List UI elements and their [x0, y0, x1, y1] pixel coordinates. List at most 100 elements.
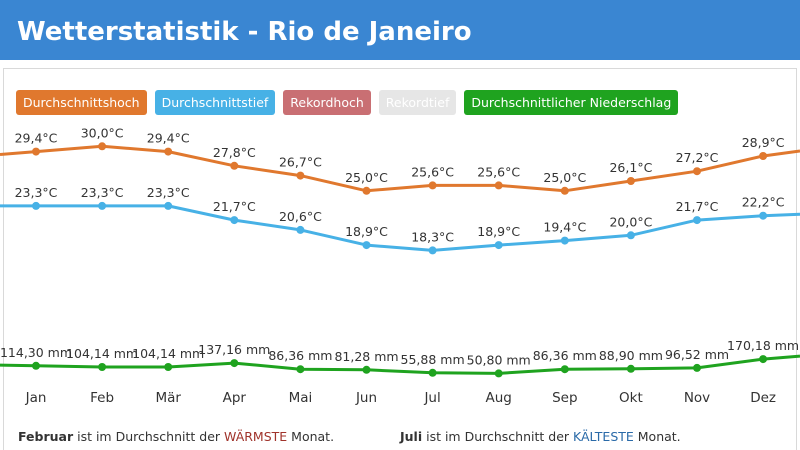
- point-durchschnittstief-Dez: [759, 211, 768, 220]
- point-niederschlag-Mai: [296, 365, 305, 374]
- x-tick-label: Okt: [619, 390, 643, 406]
- data-label-durchschnittstief: 23,3°C: [147, 185, 190, 200]
- point-durchschnittshoch-Jul: [428, 181, 437, 190]
- x-tick-label: Mai: [289, 390, 313, 406]
- legend-item-durchschnittshoch[interactable]: Durchschnittshoch: [16, 90, 147, 115]
- legend-item-rekordhoch[interactable]: Rekordhoch: [283, 90, 371, 115]
- data-label-niederschlag: 86,36 mm: [268, 348, 332, 363]
- series-line-niederschlag: [0, 354, 800, 375]
- warmest-month-name: Februar: [18, 429, 74, 444]
- data-label-durchschnittshoch: 25,0°C: [543, 170, 586, 185]
- data-label-niederschlag: 96,52 mm: [665, 347, 729, 362]
- point-niederschlag-Nov: [693, 363, 701, 372]
- data-label-niederschlag: 170,18 mm: [727, 338, 799, 353]
- point-niederschlag-Jul: [428, 368, 437, 377]
- x-tick-label: Jul: [423, 390, 440, 406]
- data-label-durchschnittstief: 18,9°C: [345, 224, 388, 239]
- series-line-durchschnittshoch: [0, 144, 800, 193]
- data-label-durchschnittshoch: 27,2°C: [676, 150, 719, 165]
- data-label-durchschnittstief: 21,7°C: [213, 199, 256, 214]
- point-durchschnittstief-Feb: [98, 201, 107, 210]
- data-label-durchschnittshoch: 26,7°C: [279, 155, 322, 170]
- point-niederschlag-Dez: [759, 355, 768, 364]
- point-durchschnittstief-Okt: [626, 231, 635, 240]
- point-niederschlag-Jan: [32, 361, 40, 370]
- data-label-durchschnittstief: 20,6°C: [279, 209, 322, 224]
- point-durchschnittstief-Mai: [296, 225, 305, 234]
- data-label-durchschnittstief: 18,9°C: [477, 224, 520, 239]
- point-durchschnittshoch-Mai: [296, 171, 305, 180]
- point-durchschnittstief-Jan: [32, 201, 40, 210]
- data-label-durchschnittshoch: 29,4°C: [147, 131, 190, 146]
- legend-item-rekordtief[interactable]: Rekordtief: [378, 90, 457, 115]
- data-label-durchschnittshoch: 25,6°C: [411, 164, 454, 179]
- data-label-durchschnittshoch: 25,6°C: [477, 164, 520, 179]
- x-tick-label: Apr: [223, 390, 247, 406]
- page-title: Wetterstatistik - Rio de Janeiro: [17, 17, 472, 47]
- point-durchschnittstief-Jul: [428, 246, 437, 255]
- point-durchschnittshoch-Okt: [626, 177, 635, 185]
- point-durchschnittstief-Sep: [560, 236, 569, 245]
- data-label-durchschnittstief: 23,3°C: [15, 185, 58, 200]
- coldest-keyword: KÄLTESTE: [573, 429, 634, 444]
- coldest-month-suffix: Monat.: [633, 429, 681, 444]
- point-durchschnittstief-Apr: [230, 216, 239, 225]
- data-label-durchschnittshoch: 30,0°C: [81, 125, 124, 140]
- point-durchschnittshoch-Apr: [230, 161, 239, 170]
- coldest-month-note: Juli ist im Durchschnitt der KÄLTESTE Mo…: [400, 429, 681, 447]
- x-tick-label: Feb: [90, 390, 114, 406]
- data-label-durchschnittshoch: 29,4°C: [15, 131, 58, 146]
- data-label-niederschlag: 137,16 mm: [198, 342, 270, 357]
- warmest-keyword: WÄRMSTE: [224, 429, 288, 444]
- data-label-durchschnittstief: 18,3°C: [411, 229, 454, 244]
- data-label-durchschnittstief: 20,0°C: [609, 214, 652, 229]
- point-durchschnittstief-Aug: [494, 241, 503, 250]
- warmest-month-suffix: Monat.: [287, 429, 335, 444]
- data-label-durchschnittshoch: 26,1°C: [609, 160, 652, 175]
- x-tick-label: Jun: [355, 390, 377, 406]
- data-label-durchschnittshoch: 28,9°C: [742, 135, 785, 150]
- point-niederschlag-Apr: [230, 359, 239, 368]
- x-tick-label: Aug: [486, 390, 512, 406]
- point-durchschnittshoch-Feb: [98, 142, 107, 151]
- legend-item-niederschlag[interactable]: Durchschnittlicher Niederschlag: [464, 90, 679, 115]
- page-header: Wetterstatistik - Rio de Janeiro: [0, 0, 800, 60]
- chart-panel: [3, 68, 797, 450]
- x-tick-label: Jan: [25, 390, 47, 406]
- data-label-durchschnittstief: 19,4°C: [543, 220, 586, 235]
- data-label-niederschlag: 86,36 mm: [533, 348, 597, 363]
- data-label-niederschlag: 114,30 mm: [0, 345, 72, 360]
- point-niederschlag-Jun: [362, 365, 371, 374]
- chart-legend: Durchschnittshoch Durchschnittstief Reko…: [16, 90, 679, 115]
- series-line-durchschnittstief: [0, 204, 800, 252]
- point-durchschnittshoch-Jun: [362, 186, 371, 195]
- legend-item-durchschnittstief[interactable]: Durchschnittstief: [154, 90, 276, 115]
- data-label-durchschnittstief: 21,7°C: [676, 199, 719, 214]
- point-durchschnittshoch-Nov: [693, 167, 701, 176]
- data-label-niederschlag: 88,90 mm: [599, 348, 663, 363]
- point-durchschnittstief-Mär: [164, 201, 173, 210]
- data-label-niederschlag: 55,88 mm: [401, 352, 465, 367]
- data-label-durchschnittstief: 22,2°C: [742, 195, 785, 210]
- point-durchschnittshoch-Dez: [759, 152, 768, 160]
- warmest-month-text: ist im Durchschnitt der: [73, 429, 225, 444]
- coldest-month-name: Juli: [400, 429, 423, 444]
- data-label-durchschnittshoch: 25,0°C: [345, 170, 388, 185]
- x-tick-label: Dez: [750, 390, 776, 406]
- x-tick-label: Sep: [552, 390, 577, 406]
- data-label-niederschlag: 50,80 mm: [467, 352, 531, 367]
- point-durchschnittshoch-Aug: [494, 181, 503, 190]
- data-label-durchschnittshoch: 27,8°C: [213, 145, 256, 160]
- point-niederschlag-Okt: [626, 364, 635, 373]
- point-durchschnittstief-Nov: [693, 216, 701, 225]
- point-durchschnittshoch-Mär: [164, 147, 173, 156]
- point-durchschnittstief-Jun: [362, 241, 371, 250]
- warmest-month-note: Februar ist im Durchschnitt der WÄRMSTE …: [18, 429, 334, 447]
- data-label-durchschnittstief: 23,3°C: [81, 185, 124, 200]
- x-tick-label: Nov: [684, 390, 710, 406]
- point-niederschlag-Mär: [164, 363, 173, 371]
- point-durchschnittshoch-Jan: [32, 147, 40, 156]
- coldest-month-text: ist im Durchschnitt der: [422, 429, 574, 444]
- point-niederschlag-Feb: [98, 363, 107, 371]
